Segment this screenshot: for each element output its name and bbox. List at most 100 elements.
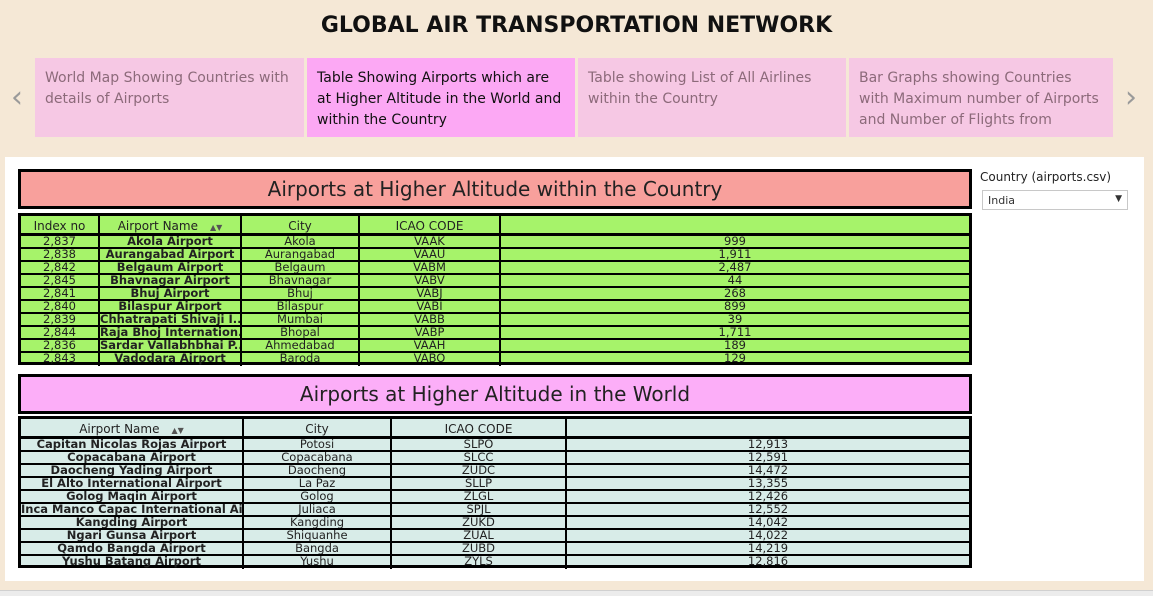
cell-altitude: 2,487 xyxy=(718,262,752,273)
cell-city: Kangding xyxy=(244,517,392,528)
cell-city: Aurangabad xyxy=(242,249,360,260)
table-row[interactable]: 2,841 Bhuj Airport Bhuj VABJ 268 xyxy=(21,288,969,301)
cell-icao-code: VAAK xyxy=(360,236,501,247)
cell-altitude: 12,913 xyxy=(747,439,789,450)
header-city[interactable]: City xyxy=(242,216,360,233)
header-index-no[interactable]: Index no xyxy=(21,216,100,233)
sort-icon[interactable]: ▲▼ xyxy=(171,426,184,435)
cell-altitude: 189 xyxy=(724,340,746,351)
country-filter-label: Country (airports.csv) xyxy=(980,170,1112,184)
cell-index-no: 2,839 xyxy=(21,314,100,325)
cell-city: Copacabana xyxy=(244,452,392,463)
cell-city: Shiquanhe xyxy=(244,530,392,541)
cell-index-no: 2,842 xyxy=(21,262,100,273)
cell-airport-name: Raja Bhoj Internation.. xyxy=(100,327,242,338)
cell-altitude: 999 xyxy=(724,236,746,247)
header-altitude[interactable] xyxy=(501,216,969,233)
cell-altitude: 1,711 xyxy=(718,327,752,338)
cell-icao-code: ZYLS xyxy=(392,556,567,569)
cell-altitude: 899 xyxy=(724,301,746,312)
chevron-left-icon[interactable]: ‹ xyxy=(11,80,23,115)
page-title: GLOBAL AIR TRANSPORTATION NETWORK xyxy=(320,13,833,38)
table-row[interactable]: Qamdo Bangda Airport Bangda ZUBD 14,219 xyxy=(21,543,969,556)
cell-icao-code: VAAU xyxy=(360,249,501,260)
cell-altitude: 12,591 xyxy=(747,452,789,463)
cell-index-no: 2,838 xyxy=(21,249,100,260)
table-row[interactable]: 2,844 Raja Bhoj Internation.. Bhopal VABP 1,… xyxy=(21,327,969,340)
cell-icao-code: VABV xyxy=(360,275,501,286)
story-point-altitude-table[interactable]: Table Showing Airports which are at High… xyxy=(307,58,575,137)
header-airport-name[interactable]: Airport Name ▲▼ xyxy=(21,419,244,436)
table-row[interactable]: Golog Maqin Airport Golog ZLGL 12,426 xyxy=(21,491,969,504)
cell-airport-name: Inca Manco Capac International Airp.. xyxy=(21,504,244,515)
table-row[interactable]: Daocheng Yading Airport Daocheng ZUDC 14,47… xyxy=(21,465,969,478)
country-altitude-table: Index no Airport Name ▲▼ City ICAO CODE 2… xyxy=(18,213,972,366)
header-icao-code[interactable]: ICAO CODE xyxy=(360,216,501,233)
cell-index-no: 2,841 xyxy=(21,288,100,299)
country-filter-value: India xyxy=(988,194,1015,207)
cell-airport-name: Sardar Vallabhbhai P.. xyxy=(100,340,242,351)
cell-city: Baroda xyxy=(242,353,360,366)
cell-airport-name: Vadodara Airport xyxy=(100,353,242,366)
cell-index-no: 2,836 xyxy=(21,340,100,351)
bottom-scrollbar[interactable] xyxy=(0,590,1153,596)
cell-index-no: 2,840 xyxy=(21,301,100,312)
table-row[interactable]: Capitan Nicolas Rojas Airport Potosi SLPO 1… xyxy=(21,439,969,452)
table-row[interactable]: 2,840 Bilaspur Airport Bilaspur VABI 899 xyxy=(21,301,969,314)
cell-index-no: 2,845 xyxy=(21,275,100,286)
cell-airport-name: Daocheng Yading Airport xyxy=(21,465,244,476)
story-point-world-map[interactable]: World Map Showing Countries with details… xyxy=(35,58,304,137)
cell-icao-code: SPJL xyxy=(392,504,567,515)
cell-icao-code: VABB xyxy=(360,314,501,325)
cell-altitude: 12,426 xyxy=(747,491,789,502)
cell-airport-name: Yushu Batang Airport xyxy=(21,556,244,569)
sort-icon[interactable]: ▲▼ xyxy=(209,223,223,232)
cell-city: Bhavnagar xyxy=(242,275,360,286)
cell-icao-code: ZUDC xyxy=(392,465,567,476)
table-row[interactable]: 2,837 Akola Airport Akola VAAK 999 xyxy=(21,236,969,249)
cell-airport-name: Chhatrapati Shivaji I.. xyxy=(100,314,242,325)
cell-airport-name: Golog Maqin Airport xyxy=(21,491,244,502)
header-city[interactable]: City xyxy=(244,419,392,436)
cell-city: Bilaspur xyxy=(242,301,360,312)
cell-icao-code: VABP xyxy=(360,327,501,338)
cell-index-no: 2,837 xyxy=(21,236,100,247)
story-point-airlines-table[interactable]: Table showing List of All Airlines withi… xyxy=(578,58,846,137)
table-row[interactable]: El Alto International Airport La Paz SLLP 1… xyxy=(21,478,969,491)
country-table-title: Airports at Higher Altitude within the C… xyxy=(18,169,972,209)
cell-airport-name: Capitan Nicolas Rojas Airport xyxy=(21,439,244,450)
chevron-right-icon[interactable]: › xyxy=(1125,80,1137,115)
cell-icao-code: VABJ xyxy=(360,288,501,299)
story-point-bar-graphs[interactable]: Bar Graphs showing Countries with Maximu… xyxy=(849,58,1113,137)
cell-altitude: 129 xyxy=(724,353,746,365)
header-airport-name[interactable]: Airport Name ▲▼ xyxy=(100,216,242,233)
table-row[interactable]: 2,838 Aurangabad Airport Aurangabad VAAU 1,9… xyxy=(21,249,969,262)
table-row[interactable]: 2,839 Chhatrapati Shivaji I.. Mumbai VABB 39 xyxy=(21,314,969,327)
cell-airport-name: Qamdo Bangda Airport xyxy=(21,543,244,554)
table-row[interactable]: 2,843 Vadodara Airport Baroda VABO 129 xyxy=(21,353,969,366)
cell-airport-name: Bhuj Airport xyxy=(100,288,242,299)
table-row[interactable]: 2,845 Bhavnagar Airport Bhavnagar VABV 44 xyxy=(21,275,969,288)
table-row[interactable]: Yushu Batang Airport Yushu ZYLS 12,816 xyxy=(21,556,969,569)
cell-city: Potosi xyxy=(244,439,392,450)
cell-city: Bhopal xyxy=(242,327,360,338)
cell-city: Ahmedabad xyxy=(242,340,360,351)
cell-airport-name: Bilaspur Airport xyxy=(100,301,242,312)
header-altitude[interactable] xyxy=(567,419,969,436)
story-point-label: Table showing List of All Airlines withi… xyxy=(588,70,812,107)
cell-airport-name: El Alto International Airport xyxy=(21,478,244,489)
chevron-down-icon[interactable]: ▼ xyxy=(1115,194,1122,204)
table-row[interactable]: Kangding Airport Kangding ZUKD 14,042 xyxy=(21,517,969,530)
cell-altitude: 12,816 xyxy=(747,556,789,568)
table-row[interactable]: Inca Manco Capac International Airp.. Jul… xyxy=(21,504,969,517)
table-row[interactable]: 2,836 Sardar Vallabhbhai P.. Ahmedabad VAAH… xyxy=(21,340,969,353)
table-row[interactable]: Copacabana Airport Copacabana SLCC 12,591 xyxy=(21,452,969,465)
table-row[interactable]: Ngari Gunsa Airport Shiquanhe ZUAL 14,022 xyxy=(21,530,969,543)
country-filter-dropdown[interactable]: India ▼ xyxy=(982,190,1128,210)
header-icao-code[interactable]: ICAO CODE xyxy=(392,419,567,436)
table-header-row: Index no Airport Name ▲▼ City ICAO CODE xyxy=(21,216,969,236)
cell-city: Juliaca xyxy=(244,504,392,515)
cell-icao-code: VABI xyxy=(360,301,501,312)
cell-city: Daocheng xyxy=(244,465,392,476)
table-row[interactable]: 2,842 Belgaum Airport Belgaum VABM 2,487 xyxy=(21,262,969,275)
